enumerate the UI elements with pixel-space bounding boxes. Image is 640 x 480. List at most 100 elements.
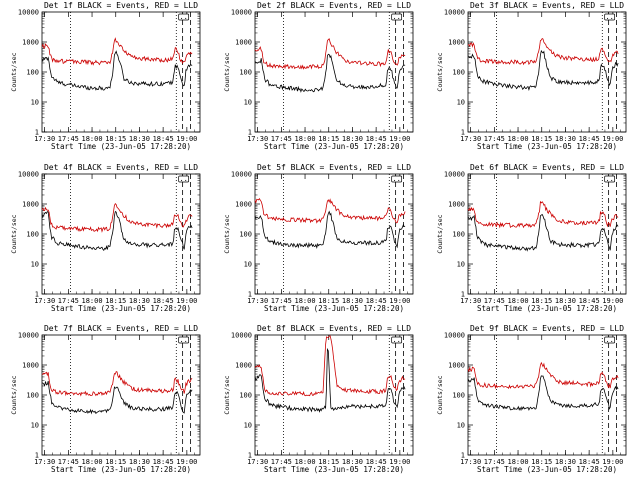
panel-6-ytick-label: 1 bbox=[461, 291, 465, 299]
panel-5-title: Det 5f BLACK = Events, RED = LLD bbox=[257, 163, 411, 172]
panel-6-ytick-label: 1000 bbox=[448, 201, 465, 209]
panel-8-xlabel: Start Time (23-Jun-05 17:28:20) bbox=[264, 465, 404, 474]
panel-2-series-events bbox=[254, 53, 406, 93]
panel-9-marker-box bbox=[604, 336, 616, 344]
panel-3-xtick-label: 17:30 bbox=[460, 135, 481, 143]
panel-4-ytick-label: 1 bbox=[35, 291, 39, 299]
panel-3-xlabel: Start Time (23-Jun-05 17:28:20) bbox=[477, 142, 617, 151]
panel-9-xlabel: Start Time (23-Jun-05 17:28:20) bbox=[477, 465, 617, 474]
panel-7-ytick-label: 1 bbox=[35, 452, 39, 460]
panel-6-marker-box-label: .. bbox=[605, 175, 613, 183]
panel-2-marker-box bbox=[391, 13, 403, 21]
panel-5-xtick-label: 17:45 bbox=[271, 297, 292, 305]
panel-3-marker-box-label: .. bbox=[605, 13, 613, 21]
panel-1-xtick-label: 18:45 bbox=[153, 135, 174, 143]
panel-2-ytick-label: 100 bbox=[239, 69, 252, 77]
panel-9-ytick-label: 10000 bbox=[444, 332, 465, 340]
panel-9-xtick-label: 18:45 bbox=[579, 458, 600, 466]
panel-1-ytick-label: 10000 bbox=[18, 9, 39, 17]
panel-6-series-events bbox=[467, 213, 619, 252]
panel-1-ytick-label: 100 bbox=[26, 69, 39, 77]
panel-3-ytick-label: 100 bbox=[452, 69, 465, 77]
panel-2-xtick-label: 17:45 bbox=[271, 135, 292, 143]
panel-3-ytick-label: 10000 bbox=[444, 9, 465, 17]
panel-8-xtick-label: 17:30 bbox=[247, 458, 268, 466]
panel-2-xtick-label: 18:15 bbox=[318, 135, 339, 143]
panel-5-marker-box-label: .. bbox=[392, 175, 400, 183]
panel-9-title: Det 9f BLACK = Events, RED = LLD bbox=[470, 324, 624, 333]
panel-5-xtick-label: 18:15 bbox=[318, 297, 339, 305]
panel-7-title: Det 7f BLACK = Events, RED = LLD bbox=[44, 324, 198, 333]
panel-2-xtick-label: 19:00 bbox=[389, 135, 410, 143]
panel-3-ylabel: Counts/sec bbox=[436, 52, 444, 91]
panel-6-xtick-label: 19:00 bbox=[602, 297, 623, 305]
panel-9-ytick-label: 10 bbox=[457, 422, 465, 430]
panel-6-xlabel: Start Time (23-Jun-05 17:28:20) bbox=[477, 304, 617, 313]
panel-9-xtick-label: 18:00 bbox=[507, 458, 528, 466]
panel-4-xtick-label: 19:00 bbox=[176, 297, 197, 305]
panel-3-xtick-label: 18:00 bbox=[507, 135, 528, 143]
panel-5-marker-box bbox=[391, 175, 403, 183]
panel-7-ytick-label: 1000 bbox=[22, 362, 39, 370]
panel-7-xtick-label: 19:00 bbox=[176, 458, 197, 466]
panel-3-series-events bbox=[467, 49, 619, 91]
panel-9-marker-box-label: .. bbox=[605, 336, 613, 344]
panel-7-series-lld bbox=[41, 371, 193, 397]
panel-1-series-lld bbox=[41, 37, 193, 66]
panel-1-xtick-label: 19:00 bbox=[176, 135, 197, 143]
panel-5-ytick-label: 1000 bbox=[235, 201, 252, 209]
panel-6-xtick-label: 18:15 bbox=[531, 297, 552, 305]
panel-3-title: Det 3f BLACK = Events, RED = LLD bbox=[470, 1, 624, 10]
panel-5-series-events bbox=[254, 210, 406, 249]
panel-5-xtick-label: 18:00 bbox=[294, 297, 315, 305]
panel-4-ytick-label: 100 bbox=[26, 231, 39, 239]
panel-5-ytick-label: 1 bbox=[248, 291, 252, 299]
panel-7-xtick-label: 18:30 bbox=[129, 458, 150, 466]
panel-2-ytick-label: 10 bbox=[244, 99, 252, 107]
panel-3-ytick-label: 1 bbox=[461, 129, 465, 137]
panel-4-ytick-label: 10000 bbox=[18, 171, 39, 179]
panel-4-marker-box bbox=[178, 175, 190, 183]
panel-5-ytick-label: 10000 bbox=[231, 171, 252, 179]
panel-8-series-events bbox=[254, 347, 406, 413]
panel-3-xtick-label: 18:15 bbox=[531, 135, 552, 143]
panel-8-ylabel: Counts/sec bbox=[223, 375, 231, 414]
panel-2-xlabel: Start Time (23-Jun-05 17:28:20) bbox=[264, 142, 404, 151]
panel-9-xtick-label: 18:30 bbox=[555, 458, 576, 466]
panel-8-xtick-label: 18:45 bbox=[366, 458, 387, 466]
panel-6-marker-box bbox=[604, 175, 616, 183]
panel-9-ytick-label: 1 bbox=[461, 452, 465, 460]
panel-1-series-events bbox=[41, 50, 193, 91]
panel-4-xtick-label: 18:30 bbox=[129, 297, 150, 305]
panel-6-ytick-label: 10000 bbox=[444, 171, 465, 179]
panel-6-xtick-label: 17:30 bbox=[460, 297, 481, 305]
panel-8-ytick-label: 10 bbox=[244, 422, 252, 430]
panel-4-ytick-label: 10 bbox=[31, 261, 39, 269]
panel-8-xtick-label: 19:00 bbox=[389, 458, 410, 466]
panel-8-title: Det 8f BLACK = Events, RED = LLD bbox=[257, 324, 411, 333]
panel-5-ytick-label: 10 bbox=[244, 261, 252, 269]
panel-7-ylabel: Counts/sec bbox=[10, 375, 18, 414]
panel-2-xtick-label: 18:45 bbox=[366, 135, 387, 143]
panel-5-series-lld bbox=[254, 197, 406, 224]
panel-9-ytick-label: 100 bbox=[452, 392, 465, 400]
panel-7-marker-box bbox=[178, 336, 190, 344]
panel-2-ytick-label: 10000 bbox=[231, 9, 252, 17]
panel-8-xtick-label: 17:45 bbox=[271, 458, 292, 466]
panel-7-xtick-label: 18:45 bbox=[153, 458, 174, 466]
panel-1-marker-box-label: .. bbox=[179, 13, 187, 21]
panel-4-title: Det 4f BLACK = Events, RED = LLD bbox=[44, 163, 198, 172]
panel-8-marker-box-label: .. bbox=[392, 336, 400, 344]
panel-6-xtick-label: 18:45 bbox=[579, 297, 600, 305]
panel-7-ytick-label: 10 bbox=[31, 422, 39, 430]
panel-1-xtick-label: 18:15 bbox=[105, 135, 126, 143]
panel-5-xtick-label: 19:00 bbox=[389, 297, 410, 305]
panel-5-xtick-label: 18:30 bbox=[342, 297, 363, 305]
panel-1-title: Det 1f BLACK = Events, RED = LLD bbox=[44, 1, 198, 10]
panel-5-xlabel: Start Time (23-Jun-05 17:28:20) bbox=[264, 304, 404, 313]
panel-8-xtick-label: 18:30 bbox=[342, 458, 363, 466]
panel-9-series-lld bbox=[467, 361, 619, 390]
panel-6-xtick-label: 17:45 bbox=[484, 297, 505, 305]
panel-7-marker-box-label: .. bbox=[179, 336, 187, 344]
